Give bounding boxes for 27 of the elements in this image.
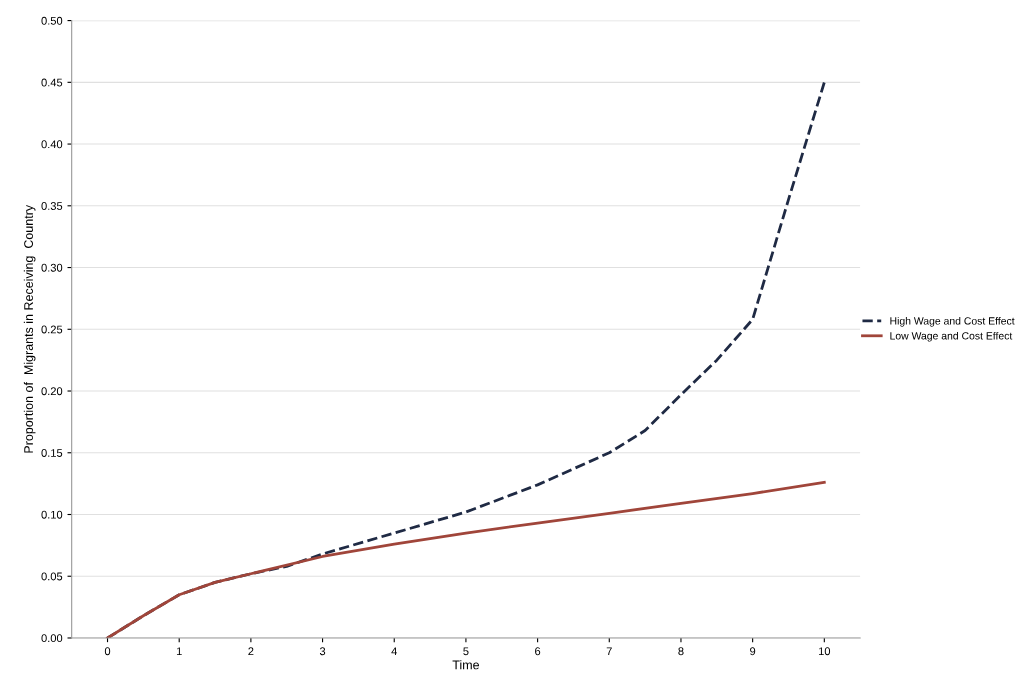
- y-tick-label: 0.15: [41, 449, 63, 457]
- y-tick-label: 0.00: [41, 634, 63, 643]
- x-tick-label: 1: [176, 647, 182, 656]
- y-tick-label: 0.40: [41, 140, 63, 149]
- x-tick-label: 10: [818, 647, 831, 656]
- x-tick-label: 0: [104, 647, 111, 656]
- x-tick-label: 9: [750, 647, 756, 656]
- x-tick-label: 3: [319, 647, 326, 656]
- line-series: [106, 481, 826, 638]
- x-tick-label: 4: [391, 647, 397, 656]
- y-tick-label: 0.20: [41, 387, 63, 396]
- x-tick-label: 6: [535, 647, 541, 656]
- legend-label: High Wage and Cost Effect: [890, 316, 1015, 327]
- x-tick-label: 5: [463, 647, 469, 656]
- x-tick-label: 2: [248, 647, 254, 656]
- y-tick-label: 0.30: [41, 263, 63, 272]
- x-tick-label: 8: [678, 647, 684, 656]
- y-axis-title: Proportion of Migrants in Receiving Country: [23, 204, 36, 453]
- x-tick-label: 7: [606, 647, 612, 656]
- y-tick-label: 0.05: [41, 572, 63, 581]
- y-tick-label: 0.25: [41, 325, 63, 334]
- y-tick-label: 0.10: [41, 510, 63, 519]
- legend-label: Low Wage and Cost Effect: [890, 331, 1013, 342]
- y-tick-label: 0.50: [41, 16, 63, 25]
- y-tick-label: 0.45: [41, 78, 63, 87]
- x-axis-title: Time: [452, 660, 480, 670]
- y-tick-label: 0.35: [41, 202, 63, 210]
